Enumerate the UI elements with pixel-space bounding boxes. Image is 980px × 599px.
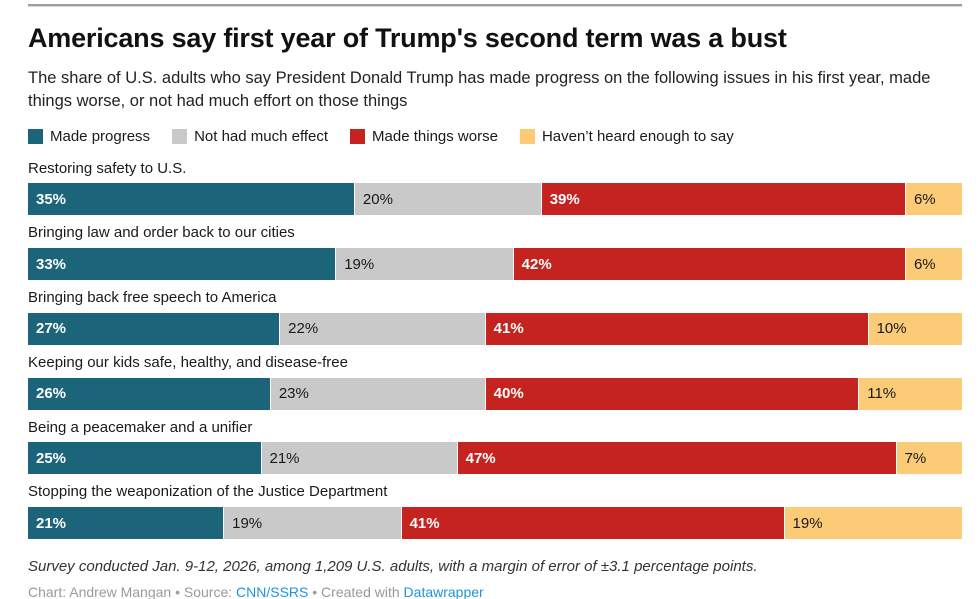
segment-value-label: 11% bbox=[867, 385, 897, 403]
legend-item: Haven’t heard enough to say bbox=[519, 127, 734, 145]
bar: 27% 22% 41% 10% bbox=[28, 312, 962, 345]
legend-label: Made progress bbox=[50, 127, 151, 145]
credit-middle: • Created with bbox=[308, 584, 404, 599]
segment-value-label: 6% bbox=[913, 190, 936, 208]
bar-segment: 19% bbox=[224, 507, 402, 540]
datawrapper-link[interactable]: Datawrapper bbox=[403, 584, 484, 599]
bar-row: Being a peacemaker and a unifier 25% 21% 47… bbox=[28, 419, 962, 475]
bar-segment: 21% bbox=[261, 442, 458, 475]
bar-row-label: Bringing back free speech to America bbox=[28, 289, 277, 307]
bar-segment: 40% bbox=[485, 377, 860, 410]
bar: 25% 21% 47% 7% bbox=[28, 442, 962, 475]
stacked-bar-chart: Restoring safety to U.S. 35% 20% 39% 6% Bring… bbox=[28, 160, 962, 540]
bar-row-label: Restoring safety to U.S. bbox=[28, 159, 187, 177]
legend-label: Not had much effect bbox=[194, 127, 329, 145]
footnote: Survey conducted Jan. 9-12, 2026, among … bbox=[28, 558, 758, 576]
segment-value-label: 47% bbox=[465, 449, 496, 467]
bar-segment: 7% bbox=[896, 442, 962, 475]
bar-row: Bringing law and order back to our citie… bbox=[28, 224, 962, 281]
segment-value-label: 19% bbox=[344, 255, 375, 273]
chart-title: Americans say first year of Trump's seco… bbox=[28, 23, 787, 53]
bar-row: Bringing back free speech to America 27% 2… bbox=[28, 289, 962, 345]
segment-value-label: 21% bbox=[36, 514, 67, 532]
legend-item: Made things worse bbox=[350, 128, 498, 145]
source-link[interactable]: CNN/SSRS bbox=[236, 584, 309, 599]
bar-segment: 47% bbox=[457, 442, 897, 475]
bar-segment: 20% bbox=[354, 183, 542, 216]
bar-segment: 41% bbox=[401, 507, 785, 540]
bar-segment: 25% bbox=[28, 442, 262, 475]
segment-value-label: 25% bbox=[36, 449, 67, 467]
bar-row: Restoring safety to U.S. 35% 20% 39% 6% bbox=[28, 160, 962, 216]
segment-value-label: 19% bbox=[232, 514, 263, 532]
bar-row-label: Keeping our kids safe, healthy, and dise… bbox=[28, 353, 348, 371]
chart-content: Americans say first year of Trump's seco… bbox=[28, 4, 962, 599]
bar-segment: 10% bbox=[868, 312, 962, 345]
segment-value-label: 21% bbox=[269, 449, 300, 467]
segment-value-label: 42% bbox=[521, 255, 552, 273]
legend: Made progress Not had much effect Made thi… bbox=[28, 128, 962, 145]
bar-segment: 22% bbox=[280, 312, 486, 345]
bar-segment: 6% bbox=[905, 183, 962, 216]
bar-segment: 11% bbox=[859, 377, 962, 410]
segment-value-label: 7% bbox=[904, 449, 927, 467]
bar-row: Stopping the weaponization of the Justic… bbox=[28, 483, 962, 540]
top-rule bbox=[28, 4, 962, 7]
segment-value-label: 27% bbox=[36, 320, 67, 338]
segment-value-label: 6% bbox=[913, 255, 936, 273]
bar: 26% 23% 40% 11% bbox=[28, 377, 962, 410]
segment-value-label: 39% bbox=[549, 190, 580, 208]
bar-segment: 23% bbox=[270, 377, 486, 410]
bar-row-label: Bringing law and order back to our citie… bbox=[28, 224, 295, 242]
legend-label: Haven’t heard enough to say bbox=[541, 127, 734, 145]
segment-value-label: 20% bbox=[362, 190, 393, 208]
bar-row: Keeping our kids safe, healthy, and dise… bbox=[28, 354, 962, 410]
bar-segment: 41% bbox=[485, 312, 869, 345]
bar: 21% 19% 41% 19% bbox=[28, 507, 962, 540]
credits: Chart: Andrew Mangan • Source: CNN/SSRS … bbox=[28, 584, 962, 599]
bar-segment: 27% bbox=[28, 312, 281, 345]
bar: 33% 19% 42% 6% bbox=[28, 248, 962, 281]
bar-segment: 42% bbox=[513, 248, 906, 281]
bar-segment: 19% bbox=[336, 248, 514, 281]
bar: 35% 20% 39% 6% bbox=[28, 183, 962, 216]
legend-item: Not had much effect bbox=[172, 128, 328, 145]
segment-value-label: 23% bbox=[278, 385, 309, 403]
legend-swatch-icon bbox=[519, 128, 535, 144]
segment-value-label: 19% bbox=[792, 514, 823, 532]
bar-segment: 35% bbox=[28, 183, 355, 216]
segment-value-label: 10% bbox=[876, 320, 907, 338]
bar-segment: 39% bbox=[541, 183, 906, 216]
bar-segment: 21% bbox=[28, 507, 225, 540]
bar-segment: 33% bbox=[28, 248, 337, 281]
chart-subtitle: The share of U.S. adults who say Preside… bbox=[28, 68, 931, 111]
legend-swatch-icon bbox=[28, 128, 43, 144]
legend-item: Made progress bbox=[28, 128, 150, 145]
bar-segment: 26% bbox=[28, 377, 271, 410]
bar-segment: 19% bbox=[784, 507, 962, 540]
bar-row-label: Being a peacemaker and a unifier bbox=[28, 418, 253, 436]
segment-value-label: 41% bbox=[409, 514, 440, 532]
segment-value-label: 35% bbox=[36, 190, 67, 208]
legend-swatch-icon bbox=[350, 128, 366, 144]
credit-prefix: Chart: Andrew Mangan • Source: bbox=[28, 584, 237, 599]
legend-swatch-icon bbox=[172, 128, 188, 144]
bar-row-label: Stopping the weaponization of the Justic… bbox=[28, 483, 388, 501]
segment-value-label: 22% bbox=[288, 320, 319, 338]
segment-value-label: 41% bbox=[493, 320, 524, 338]
segment-value-label: 26% bbox=[36, 385, 67, 403]
legend-label: Made things worse bbox=[372, 127, 498, 145]
segment-value-label: 40% bbox=[493, 385, 524, 403]
segment-value-label: 33% bbox=[36, 255, 67, 273]
bar-segment: 6% bbox=[905, 248, 962, 281]
